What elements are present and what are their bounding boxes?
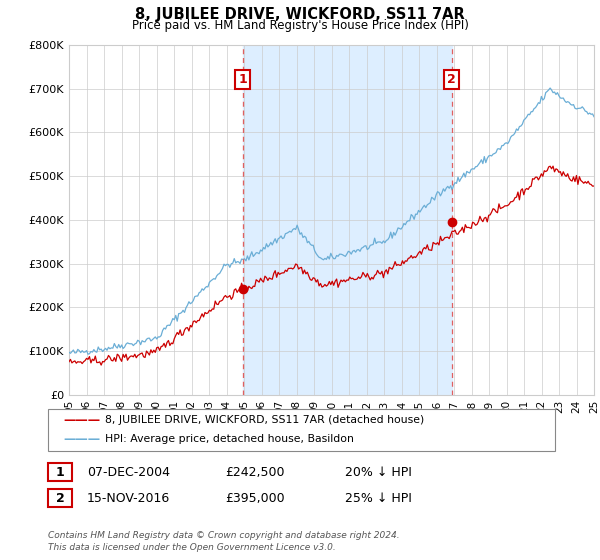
Text: 1: 1 bbox=[238, 73, 247, 86]
Text: HPI: Average price, detached house, Basildon: HPI: Average price, detached house, Basi… bbox=[105, 435, 354, 445]
Text: 07-DEC-2004: 07-DEC-2004 bbox=[87, 465, 170, 479]
Text: 2: 2 bbox=[448, 73, 456, 86]
Text: 8, JUBILEE DRIVE, WICKFORD, SS11 7AR (detached house): 8, JUBILEE DRIVE, WICKFORD, SS11 7AR (de… bbox=[105, 415, 424, 425]
Text: Contains HM Land Registry data © Crown copyright and database right 2024.
This d: Contains HM Land Registry data © Crown c… bbox=[48, 531, 400, 552]
Text: £395,000: £395,000 bbox=[225, 492, 284, 505]
Text: 15-NOV-2016: 15-NOV-2016 bbox=[87, 492, 170, 505]
Text: 8, JUBILEE DRIVE, WICKFORD, SS11 7AR: 8, JUBILEE DRIVE, WICKFORD, SS11 7AR bbox=[135, 7, 465, 22]
Text: 1: 1 bbox=[56, 465, 64, 479]
Text: 25% ↓ HPI: 25% ↓ HPI bbox=[345, 492, 412, 505]
Text: ———: ——— bbox=[63, 433, 100, 446]
Text: 20% ↓ HPI: 20% ↓ HPI bbox=[345, 465, 412, 479]
Text: 2: 2 bbox=[56, 492, 64, 505]
Bar bbox=[242, 45, 452, 395]
Text: Price paid vs. HM Land Registry's House Price Index (HPI): Price paid vs. HM Land Registry's House … bbox=[131, 19, 469, 32]
Text: ———: ——— bbox=[63, 414, 100, 427]
Text: £242,500: £242,500 bbox=[225, 465, 284, 479]
